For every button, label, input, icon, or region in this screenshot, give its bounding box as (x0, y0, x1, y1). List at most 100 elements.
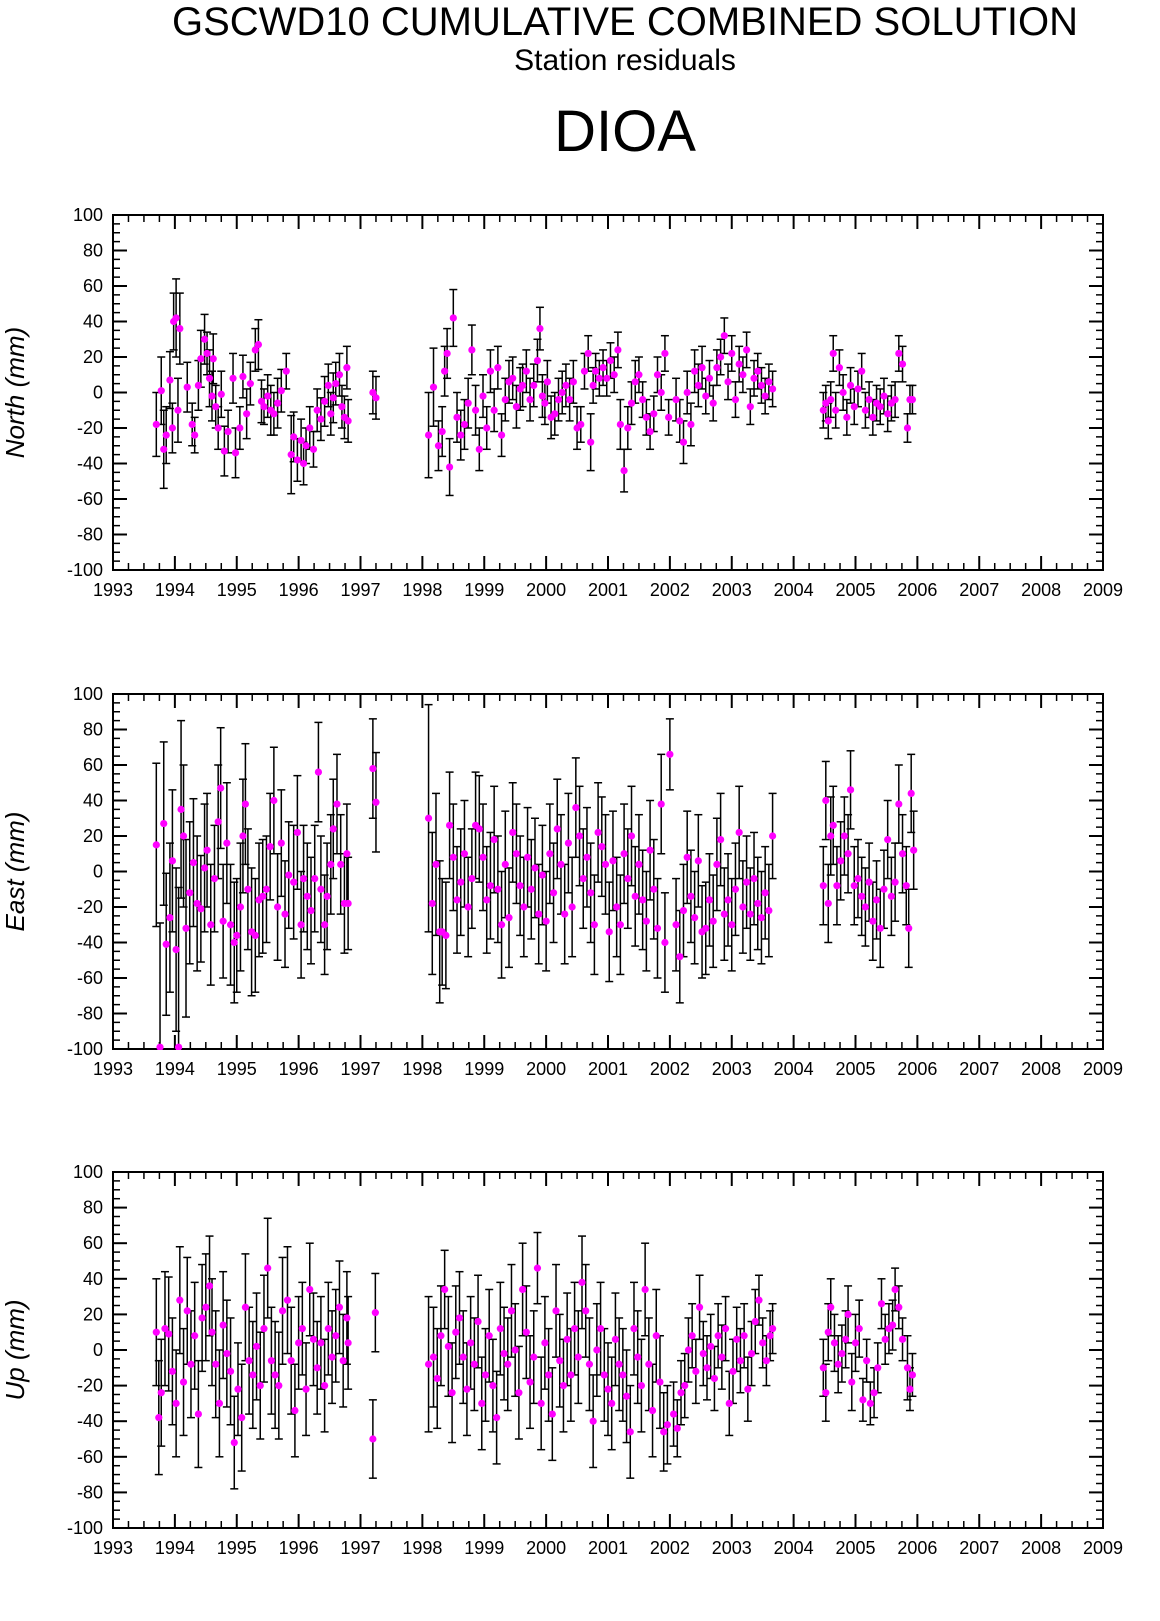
data-point (489, 1382, 497, 1390)
y-tick-label: 20 (83, 826, 103, 846)
x-tick-label: 1997 (340, 1059, 380, 1079)
data-point (599, 364, 607, 372)
data-point (650, 885, 658, 893)
data-point (449, 314, 457, 322)
data-point (619, 1371, 627, 1379)
data-point (660, 1428, 668, 1436)
data-point (895, 800, 903, 808)
data-series (152, 278, 917, 497)
data-point (720, 332, 728, 340)
data-point (740, 1332, 748, 1340)
data-point (224, 427, 232, 436)
x-tick-label: 2002 (650, 1059, 690, 1079)
x-tick-label: 2000 (526, 580, 566, 600)
x-tick-label: 2004 (774, 580, 814, 600)
data-point (241, 1303, 250, 1311)
data-point (908, 1371, 917, 1379)
data-point (570, 1325, 579, 1333)
data-point (239, 832, 247, 840)
data-point (530, 1353, 538, 1361)
data-point (335, 371, 344, 379)
data-point (765, 906, 773, 915)
data-point (596, 1325, 605, 1333)
data-point (259, 892, 267, 900)
data-point (648, 1406, 657, 1415)
data-point (569, 378, 577, 386)
data-point (293, 456, 301, 464)
data-point (520, 903, 528, 911)
data-point (713, 364, 721, 372)
data-point (620, 850, 628, 858)
data-point (639, 396, 647, 404)
data-point (684, 1346, 693, 1354)
data-point (273, 399, 282, 407)
data-point (497, 921, 506, 929)
data-point (665, 413, 673, 421)
y-tick-label: -80 (77, 1482, 103, 1502)
data-point (323, 892, 331, 900)
data-point (535, 910, 543, 918)
data-point (858, 892, 866, 900)
data-point (725, 1399, 733, 1407)
data-point (519, 381, 527, 389)
data-point (531, 864, 539, 872)
data-point (298, 1325, 306, 1333)
data-point (702, 924, 710, 932)
data-point (735, 828, 743, 837)
data-point (287, 451, 295, 459)
data-point (179, 1378, 188, 1386)
data-point (609, 857, 617, 865)
data-point (245, 1357, 253, 1365)
data-point (198, 1314, 206, 1322)
data-point (768, 385, 777, 393)
data-point (610, 371, 618, 379)
y-tick-label: 80 (83, 241, 103, 261)
data-point (299, 459, 308, 468)
data-point (552, 1307, 560, 1315)
data-point (842, 1335, 850, 1343)
x-tick-label: 1997 (340, 1538, 380, 1558)
data-point (819, 1364, 827, 1372)
data-point (155, 1414, 163, 1422)
x-tick-label: 1993 (93, 1538, 133, 1558)
data-point (699, 1349, 707, 1358)
data-point (332, 380, 340, 388)
data-series (152, 703, 918, 1050)
station-name: DIOA (554, 99, 696, 164)
data-point (666, 750, 674, 758)
data-point (522, 1328, 530, 1336)
x-tick-label: 2008 (1021, 1059, 1061, 1079)
data-point (881, 1335, 889, 1343)
data-point (249, 1371, 257, 1379)
data-point (275, 1382, 283, 1390)
data-point (193, 899, 201, 908)
data-point (214, 818, 222, 826)
data-point (861, 406, 870, 414)
x-tick-label: 1996 (279, 1538, 319, 1558)
x-tick-label: 1996 (279, 1059, 319, 1079)
data-point (297, 436, 305, 445)
data-point (717, 353, 725, 361)
data-point (869, 413, 877, 421)
data-point (478, 1399, 486, 1407)
x-tick-label: 2005 (835, 580, 875, 600)
data-point (293, 828, 301, 837)
data-point (854, 875, 862, 883)
data-point (157, 1389, 165, 1397)
data-point (433, 1374, 441, 1383)
data-point (703, 1364, 711, 1372)
data-point (731, 885, 740, 893)
y-tick-label: -60 (77, 489, 103, 509)
data-point (907, 789, 915, 798)
data-point (603, 374, 611, 382)
y-tick-label: -80 (77, 525, 103, 545)
data-point (287, 1357, 295, 1365)
data-point (541, 399, 549, 407)
data-point (183, 1307, 191, 1315)
data-point (321, 1382, 329, 1390)
data-point (457, 431, 465, 439)
data-point (369, 1435, 377, 1443)
chart-title: GSCWD10 CUMULATIVE COMBINED SOLUTION (171, 0, 1079, 44)
data-point (168, 1367, 176, 1375)
data-point (556, 1357, 564, 1365)
